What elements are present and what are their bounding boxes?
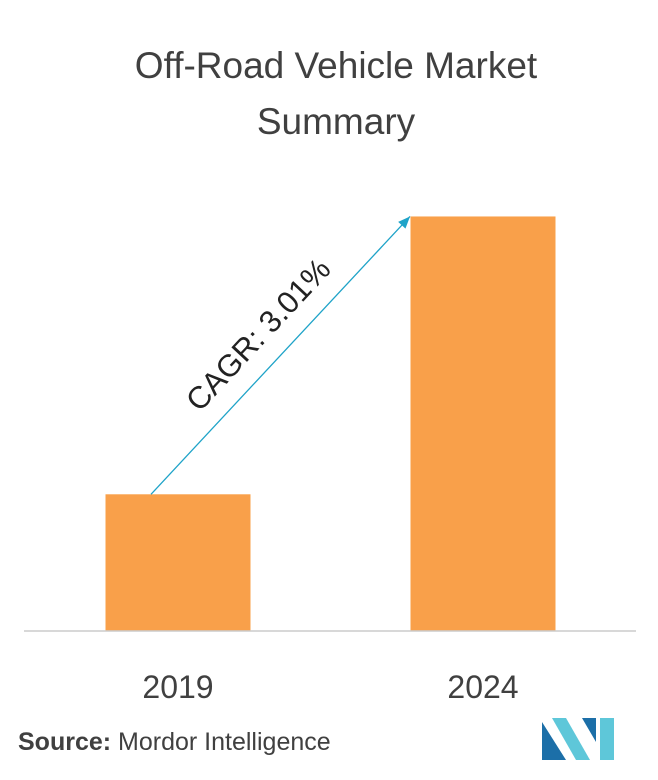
source-label: Source: bbox=[18, 728, 112, 756]
cagr-label: CAGR: 3.01% bbox=[179, 251, 337, 417]
source-note: Source: Mordor Intelligence bbox=[18, 728, 331, 757]
chart-title-line-2: Summary bbox=[257, 101, 416, 142]
cagr-arrow-head bbox=[398, 216, 410, 229]
mordor-intelligence-logo-icon bbox=[542, 718, 614, 760]
source-text: Mordor Intelligence bbox=[118, 728, 331, 756]
x-tick-label-2024: 2024 bbox=[447, 669, 518, 705]
x-tick-label-2019: 2019 bbox=[142, 669, 213, 705]
cagr-arrow-line bbox=[150, 216, 411, 495]
chart-title-line-1: Off-Road Vehicle Market bbox=[135, 45, 538, 86]
bar-2024 bbox=[410, 216, 556, 631]
bar-2019 bbox=[105, 494, 251, 631]
